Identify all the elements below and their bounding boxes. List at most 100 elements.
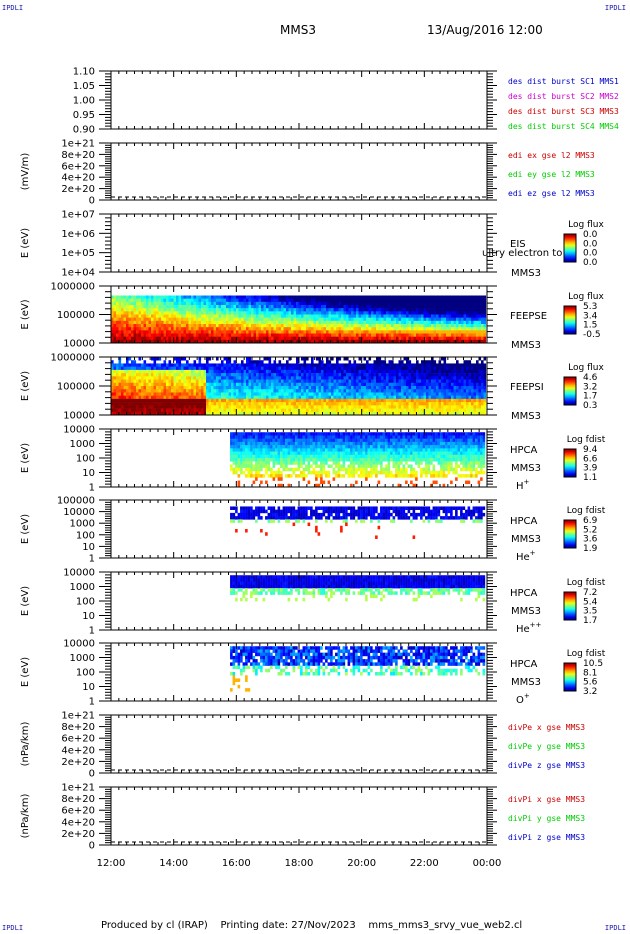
- spectrogram-cell: [418, 327, 422, 331]
- spectrogram-cell: [136, 295, 139, 299]
- spectrogram-cell: [203, 389, 207, 393]
- spectrogram-cell: [171, 333, 174, 337]
- spectrogram-cell: [368, 298, 372, 303]
- spectrogram-cell: [111, 398, 114, 403]
- spectrogram-cell: [293, 395, 297, 400]
- spectrogram-cell: [253, 376, 257, 380]
- spectrogram-cell: [236, 311, 239, 315]
- spectrogram-cell: [163, 411, 167, 416]
- spectrogram-cell: [346, 301, 349, 306]
- spectrogram-cell: [203, 317, 207, 322]
- spectrogram-cell: [291, 366, 294, 371]
- spectrogram-cell: [161, 408, 164, 413]
- spectrogram-cell: [271, 308, 274, 312]
- spectrogram-cell: [116, 369, 119, 374]
- spectrogram-cell: [183, 298, 187, 303]
- spectrogram-cell: [271, 389, 274, 393]
- spectrogram-cell: [178, 327, 182, 331]
- spectrogram-cell: [156, 376, 159, 380]
- spectrogram-cell: [396, 305, 399, 309]
- spectrogram-cell: [343, 339, 347, 344]
- spectrogram-cell: [193, 317, 197, 322]
- spectrogram-cell: [343, 382, 347, 387]
- spectrogram-cell: [403, 317, 407, 322]
- spectrogram-cell: [148, 363, 152, 367]
- spectrogram-cell: [246, 408, 249, 413]
- spectrogram-cell: [133, 314, 137, 318]
- spectrogram-cell: [356, 308, 359, 312]
- spectrogram-cell: [368, 314, 372, 318]
- spectrogram-cell: [416, 373, 419, 377]
- spectrogram-cell: [191, 298, 194, 303]
- spectrogram-cell: [228, 301, 232, 306]
- spectrogram-cell: [113, 317, 117, 322]
- spectrogram-cell: [326, 308, 329, 312]
- spectrogram-cell: [131, 382, 134, 387]
- spectrogram-cell: [226, 408, 229, 413]
- spectrogram-cell: [226, 314, 229, 318]
- spectrogram-cell: [118, 389, 122, 393]
- spectrogram-cell: [476, 320, 479, 325]
- spectrogram-cell: [131, 402, 134, 406]
- spectrogram-cell: [181, 408, 184, 413]
- spectrogram-cell: [251, 402, 254, 406]
- spectrogram-cell: [321, 311, 324, 315]
- colorbar-tick-label: 0.0: [583, 258, 598, 268]
- spectrogram-cell: [128, 357, 132, 361]
- spectrogram-cell: [353, 301, 357, 306]
- spectrogram-cell: [241, 395, 244, 400]
- spectrogram-cell: [246, 357, 249, 361]
- spectrogram-cell: [338, 398, 342, 403]
- spectrogram-cell: [306, 327, 309, 331]
- spectrogram-cell: [146, 382, 149, 387]
- spectrogram-cell: [403, 324, 407, 328]
- spectrogram-cell: [128, 363, 132, 367]
- spectrogram-cell: [393, 363, 397, 367]
- spectrogram-cell: [233, 408, 237, 413]
- spectrogram-cell: [161, 379, 164, 384]
- spectrogram-cell: [183, 408, 187, 413]
- spectrogram-cell: [476, 336, 479, 341]
- spectrogram-cell: [371, 311, 374, 315]
- spectrogram-cell: [446, 305, 449, 309]
- spectrogram-cell: [408, 369, 412, 374]
- spectrogram-cell: [471, 330, 474, 334]
- spectrogram-cell: [233, 317, 237, 322]
- spectrogram-cell: [391, 373, 394, 377]
- spectrogram-cell: [316, 295, 319, 299]
- spectrogram-cell: [403, 311, 407, 315]
- spectrogram-cell: [371, 376, 374, 380]
- spectrogram-cell: [186, 324, 189, 328]
- spectrogram-cell: [233, 301, 237, 306]
- spectrogram-cell: [146, 298, 149, 303]
- spectrogram-cell: [336, 336, 339, 341]
- spectrogram-cell: [336, 333, 339, 337]
- spectrogram-cell: [331, 386, 334, 390]
- spectrogram-cell: [388, 339, 392, 344]
- spectrogram-cell: [268, 295, 272, 299]
- spectrogram-cell: [406, 369, 409, 374]
- spectrogram-cell: [178, 395, 182, 400]
- spectrogram-cell: [191, 405, 194, 409]
- spectrogram-cell: [356, 333, 359, 337]
- spectrogram-cell: [206, 373, 209, 377]
- spectrogram-cell: [181, 305, 184, 309]
- spectrogram-cell: [228, 305, 232, 309]
- spectrogram-cell: [223, 311, 227, 315]
- spectrogram-cell: [348, 301, 352, 306]
- spectrogram-cell: [368, 376, 372, 380]
- spectrogram-cell: [411, 402, 414, 406]
- spectrogram-cell: [363, 366, 367, 371]
- spectrogram-cell: [278, 379, 282, 384]
- spectrogram-cell: [123, 305, 127, 309]
- spectrogram-cell: [311, 379, 314, 384]
- spectrogram-cell: [316, 357, 319, 361]
- corner-label-top-left: IPDLI: [2, 4, 24, 12]
- spectrogram-cell: [148, 333, 152, 337]
- spectrogram-cell: [413, 405, 417, 409]
- spectrogram-cell: [373, 311, 377, 315]
- spectrogram-cell: [426, 301, 429, 306]
- spectrogram-cell: [158, 314, 162, 318]
- spectrogram-cell: [296, 295, 299, 299]
- spectrogram-cell: [323, 386, 327, 390]
